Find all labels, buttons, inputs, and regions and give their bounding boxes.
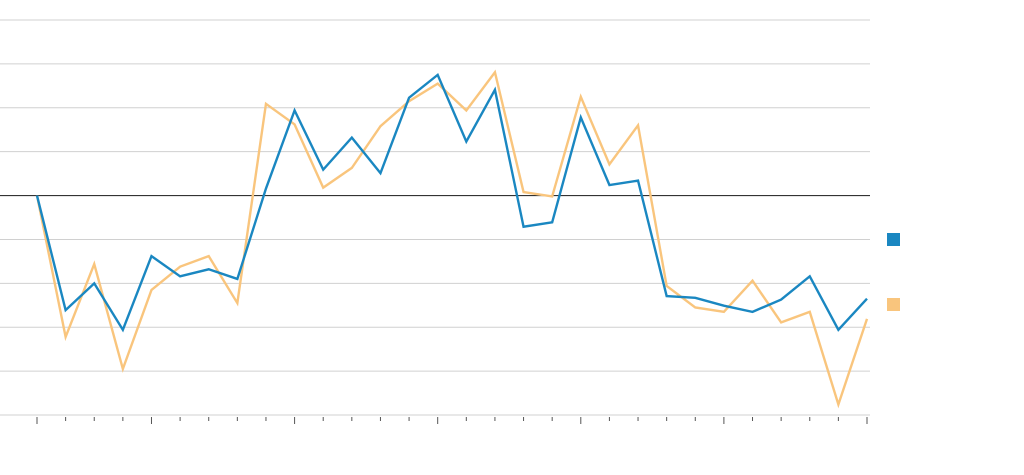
series-line [35,69,869,409]
series-line [35,72,868,333]
legend-swatch [887,233,900,246]
legend-swatch [887,298,900,311]
